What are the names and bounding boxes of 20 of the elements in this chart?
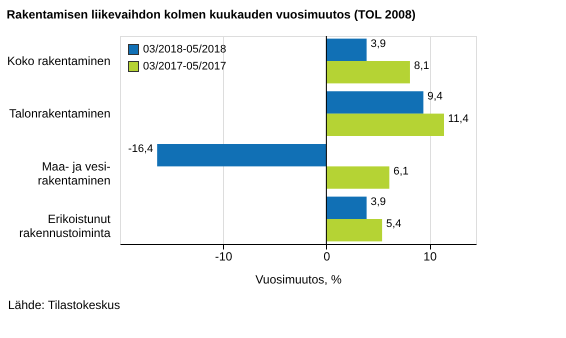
data-label: 3,9 <box>370 38 386 50</box>
data-label: -16,4 <box>128 143 154 156</box>
data-label: 6,1 <box>393 166 409 178</box>
data-label: 3,9 <box>370 196 386 208</box>
text: Lähde: Tilastokeskus <box>8 298 120 312</box>
data-label: 9,4 <box>427 90 443 102</box>
y-tick-label: Talonrakentaminen <box>9 106 110 121</box>
x-tick-label: -10 <box>215 250 233 264</box>
chart-title: Rakentamisen liikevaihdon kolmen kuukauden vuosimuutos (TOL 2008) <box>6 8 416 22</box>
x-tick-label: 10 <box>423 250 438 264</box>
y-tick-label: Maa- ja vesi- rakentaminen <box>38 159 110 188</box>
data-label: 8,1 <box>414 60 430 72</box>
legend-label: 03/2017-05/2017 <box>143 60 226 72</box>
y-tick-label: Koko rakentaminen <box>7 54 110 68</box>
y-tick-label: Erikoistunut rakennustoiminta <box>19 212 112 240</box>
x-axis-title: Vuosimuutos, % <box>255 272 342 286</box>
x-tick-label: 0 <box>324 250 331 264</box>
data-label: 5,4 <box>386 218 402 230</box>
data-label: 11,4 <box>448 112 469 125</box>
legend-label: 03/2018-05/2018 <box>143 44 226 56</box>
